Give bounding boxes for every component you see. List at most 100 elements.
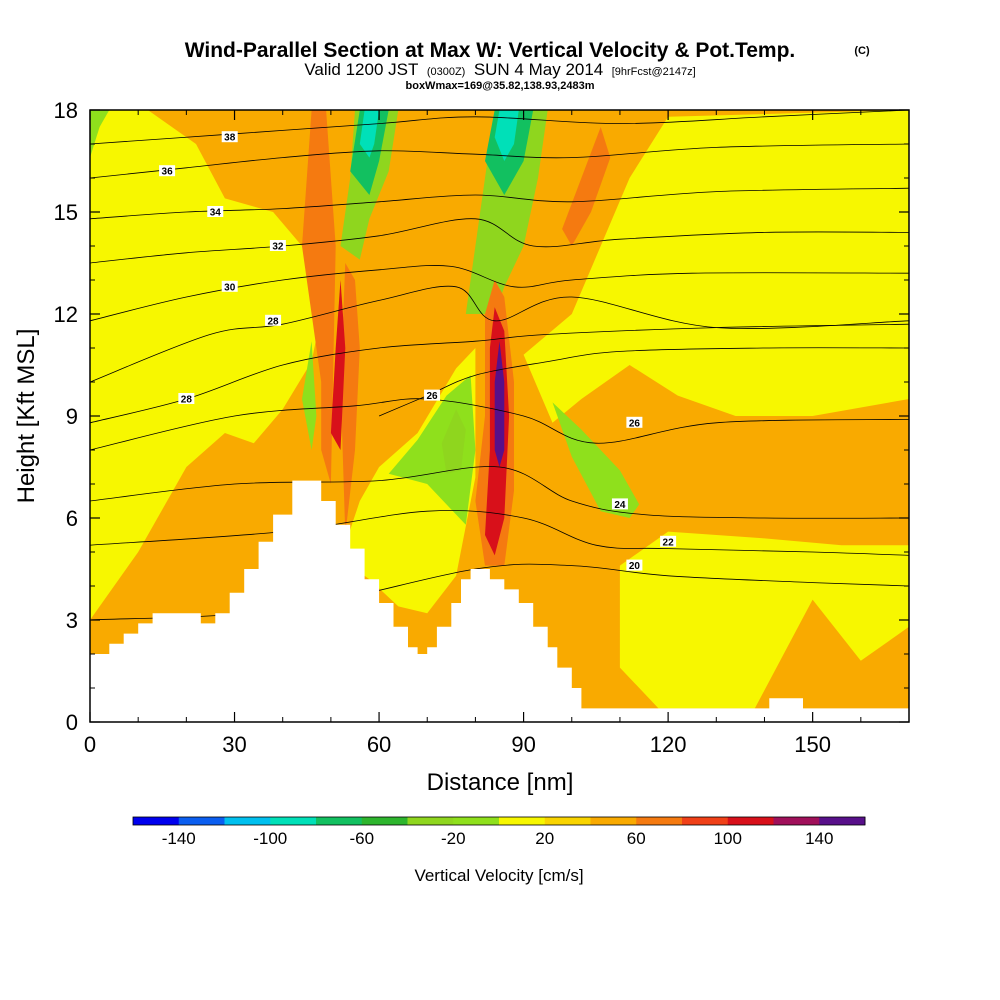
w-region-7 (90, 110, 110, 158)
contour-label-32: 32 (272, 242, 284, 253)
contour-label-34: 34 (210, 208, 222, 219)
contour-label-36: 36 (162, 167, 174, 178)
w-region-17 (340, 263, 360, 535)
contour-label-26: 26 (426, 391, 438, 402)
x-axis-title: Distance [nm] (427, 769, 574, 796)
colorbar-swatch (590, 817, 637, 825)
y-tick-label: 12 (54, 302, 78, 327)
y-tick-label: 0 (66, 710, 78, 735)
colorbar-tick-label: 140 (805, 829, 833, 848)
colorbar-swatch (270, 817, 317, 825)
terrain-fill (90, 480, 909, 722)
valid-time-line: Valid 1200 JST (0300Z) SUN 4 May 2014 [9… (304, 60, 695, 79)
x-tick-label: 150 (794, 732, 831, 757)
w-region-19 (562, 127, 611, 246)
theta-contour-36 (90, 143, 909, 179)
colorbar-swatch (407, 817, 454, 825)
contour-label-bg (611, 498, 628, 510)
colorbar: -140 -100 -60 -20 20 60 100 140 (132, 816, 866, 848)
w-region-16 (302, 110, 336, 484)
theta-contour-26 (90, 398, 909, 451)
valid-time-utc: (0300Z) (427, 66, 466, 78)
colorbar-swatch (316, 817, 363, 825)
w-region-6 (388, 375, 476, 525)
colorbar-swatch (636, 817, 683, 825)
x-tick-label: 30 (222, 732, 246, 757)
w-region-22 (494, 341, 505, 467)
w-region-5 (552, 402, 640, 518)
contour-label-30: 30 (224, 282, 236, 293)
contour-label-bg (159, 165, 176, 177)
contour-label-26: 26 (629, 418, 641, 429)
x-tick-label: 90 (511, 732, 535, 757)
x-tick-label: 0 (84, 732, 96, 757)
colorbar-swatch (544, 817, 591, 825)
w-region-4 (619, 531, 909, 709)
contour-label-bg (221, 131, 238, 143)
contour-label-bg (269, 240, 286, 251)
w-region-10 (465, 110, 548, 314)
colorbar-swatch (773, 817, 820, 825)
theta-contour-24 (90, 466, 909, 519)
w-region-8 (302, 341, 317, 450)
x-tick-label: 120 (650, 732, 687, 757)
contour-label-bg (626, 416, 643, 428)
contour-label-22: 22 (663, 537, 675, 548)
y-tick-label: 18 (54, 98, 78, 123)
colorbar-swatch (499, 817, 546, 825)
contour-label-bg (424, 389, 441, 401)
contour-label-28: 28 (268, 316, 280, 327)
w-region-15 (359, 110, 380, 158)
valid-time-prefix: Valid 1200 JST (304, 60, 418, 79)
x-tick-label: 60 (367, 732, 391, 757)
contour-label-bg (178, 393, 195, 404)
colorbar-swatch (361, 817, 408, 825)
colorbar-swatch (133, 817, 180, 825)
contour-label-24: 24 (614, 500, 626, 511)
valid-time-date: SUN 4 May 2014 (474, 60, 603, 79)
y-axis-title: Height [Kft MSL] (13, 329, 40, 504)
w-region-14 (494, 110, 519, 161)
chart-title: Wind-Parallel Section at Max W: Vertical… (185, 39, 796, 62)
contour-labels: 20 22 24 26 26 28 28 30 32 34 36 38 (159, 131, 677, 572)
w-region-9 (441, 409, 466, 474)
contour-label-bg (221, 280, 238, 292)
colorbar-tick-label: -140 (162, 829, 196, 848)
colorbar-title: Vertical Velocity [cm/s] (414, 866, 583, 885)
colorbar-swatch (682, 817, 729, 825)
contour-label-20: 20 (629, 561, 641, 572)
contour-label-bg (626, 559, 643, 571)
forecast-info: [9hrFcst@2147z] (612, 66, 696, 78)
w-region-3 (523, 110, 909, 423)
theta-contour-28 (90, 285, 909, 383)
contour-label-bg (660, 535, 677, 547)
theta-contour-30 (90, 265, 909, 322)
box-info-line: boxWmax=169@35.82,138.93,2483m (406, 80, 595, 92)
colorbar-tick-label: 60 (627, 829, 646, 848)
colorbar-tick-label: -60 (349, 829, 374, 848)
terrain-profile (90, 480, 909, 722)
y-tick-label: 15 (54, 200, 78, 225)
contour-label-28: 28 (181, 395, 193, 406)
colorbar-swatch (819, 817, 866, 825)
colorbar-swatch (178, 817, 225, 825)
contour-label-bg (207, 206, 224, 217)
colorbar-swatch (727, 817, 774, 825)
colorbar-tick-label: -20 (441, 829, 466, 848)
colorbar-swatch (224, 817, 271, 825)
contour-label-38: 38 (224, 133, 236, 144)
colorbar-tick-label: 20 (535, 829, 554, 848)
y-tick-label: 9 (66, 404, 78, 429)
y-tick-label: 6 (66, 506, 78, 531)
copyright-mark: (C) (854, 45, 870, 57)
colorbar-tick-label: -100 (253, 829, 287, 848)
colorbar-frame (132, 816, 866, 826)
colorbar-swatch (453, 817, 500, 825)
theta-contour-32 (90, 218, 909, 264)
contour-label-bg (265, 314, 282, 326)
colorbar-tick-label: 100 (714, 829, 742, 848)
y-tick-label: 3 (66, 608, 78, 633)
w-region-1 (90, 110, 322, 620)
